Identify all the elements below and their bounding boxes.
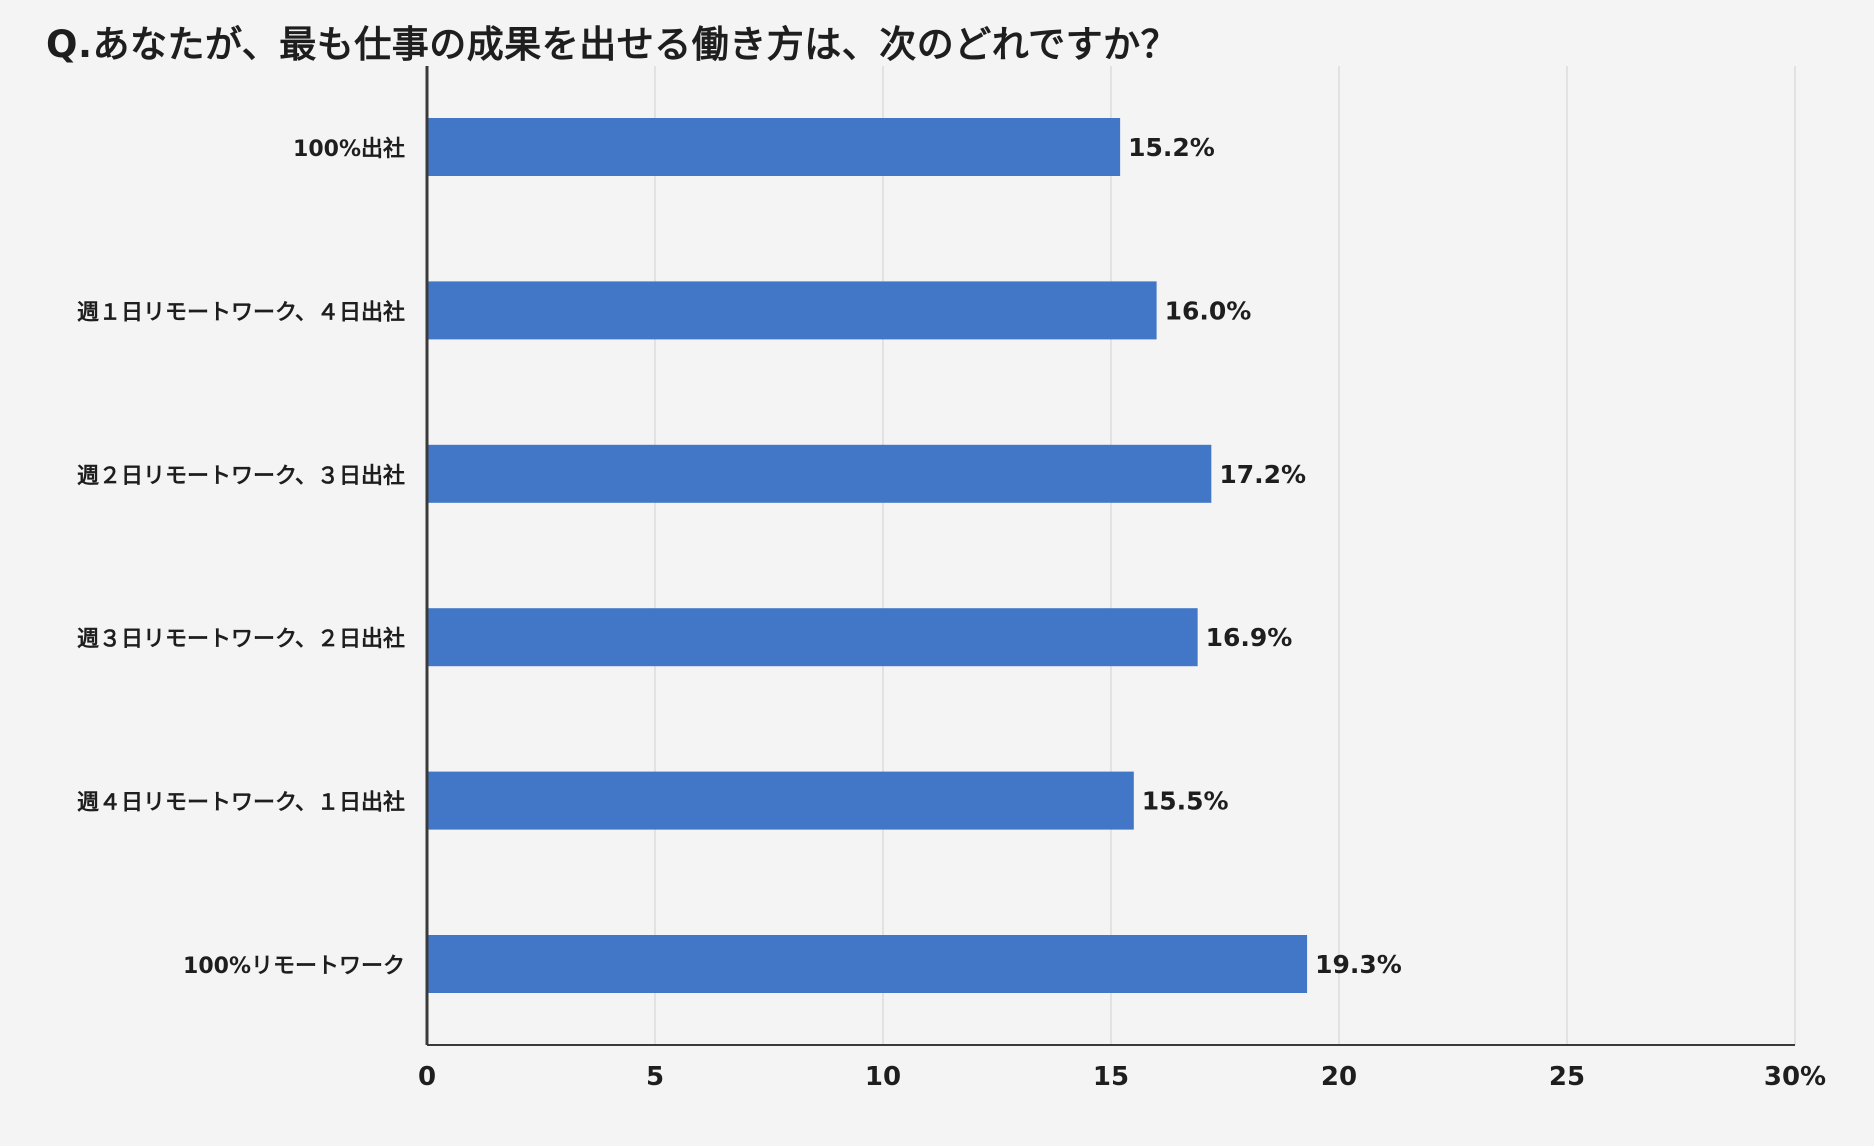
bar <box>427 608 1198 667</box>
data-label: 16.0% <box>1165 296 1252 325</box>
data-label: 15.5% <box>1142 787 1229 816</box>
category-label: 100%出社 <box>293 136 405 162</box>
data-label: 17.2% <box>1219 460 1306 489</box>
data-label: 16.9% <box>1206 623 1293 652</box>
x-tick-label: 30% <box>1764 1062 1826 1092</box>
x-tick-label: 5 <box>646 1062 664 1092</box>
category-label: 週４日リモートワーク、１日出社 <box>77 790 405 816</box>
x-tick-label: 15 <box>1093 1062 1129 1092</box>
bar <box>427 771 1134 830</box>
bars <box>427 118 1308 993</box>
x-tick-label: 0 <box>418 1062 436 1092</box>
category-label: 100%リモートワーク <box>183 954 405 979</box>
bar <box>427 935 1308 993</box>
x-tick-label: 10 <box>865 1062 901 1092</box>
chart-title: Q.あなたが、最も仕事の成果を出せる働き方は、次のどれですか？ <box>46 23 1179 66</box>
axes <box>425 66 1795 1046</box>
data-label: 15.2% <box>1128 133 1215 162</box>
bar <box>427 281 1157 340</box>
x-tick-label: 25 <box>1549 1062 1585 1092</box>
grid-lines <box>654 66 1796 1045</box>
category-label: 週１日リモートワーク、４日出社 <box>77 299 405 325</box>
data-label: 19.3% <box>1315 950 1402 979</box>
category-label: 週３日リモートワーク、２日出社 <box>77 626 405 652</box>
x-tick-label: 20 <box>1321 1062 1357 1092</box>
labels: 0 5 10 15 20 25 30% 100%出社 15.2% 週１日リモートワーク、４日出社 1… <box>77 133 1826 1092</box>
bar <box>427 444 1212 503</box>
bar <box>427 118 1121 176</box>
category-label: 週２日リモートワーク、３日出社 <box>77 463 405 489</box>
